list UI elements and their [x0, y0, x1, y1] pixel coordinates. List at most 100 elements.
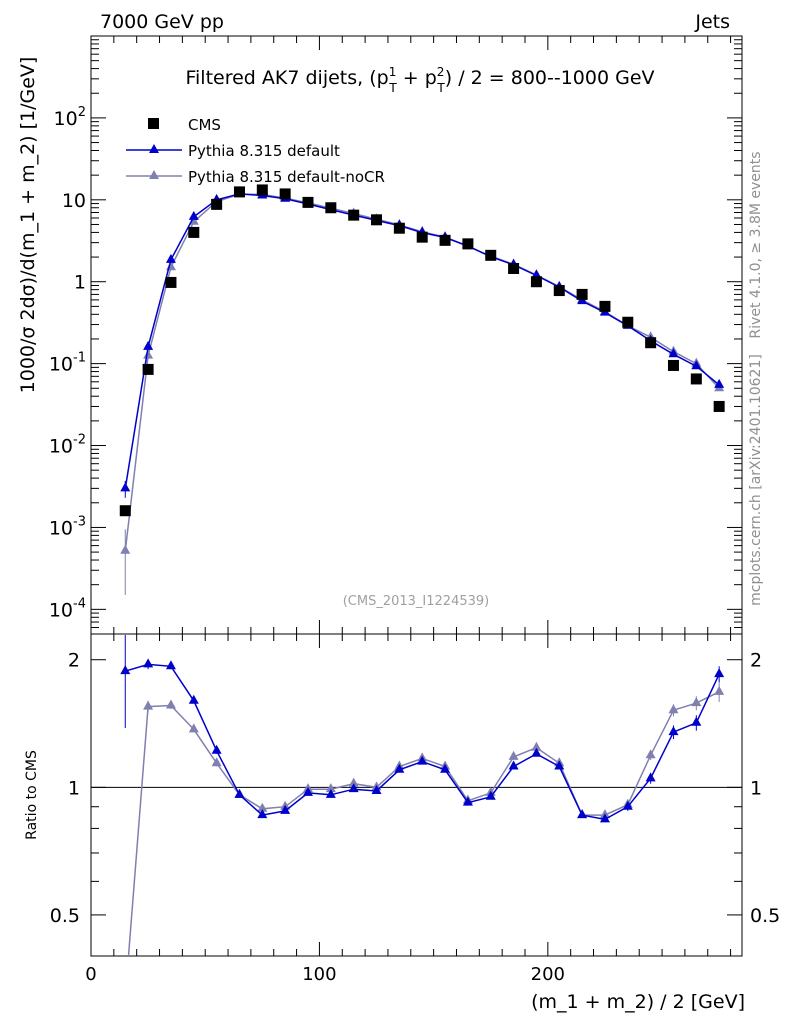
ratio-point [303, 786, 313, 796]
legend-label-cms: CMS [188, 116, 221, 134]
ratio-point [485, 790, 496, 800]
legend-label-default: Pythia 8.315 default [188, 142, 340, 160]
ratio-point [325, 788, 336, 798]
x-tick-label: 200 [531, 964, 565, 985]
y-tick-label: 10 [62, 190, 86, 212]
ratio-tick-label-right: 1 [750, 777, 762, 799]
ratio-point [165, 699, 176, 709]
ratio-point [257, 802, 268, 812]
cms-data-point [165, 276, 177, 288]
cms-data-point [713, 400, 725, 412]
chart-title: Filtered AK7 dijets, (p1 T + p2 T) / 2 = 8… [185, 65, 654, 95]
ratio-point [554, 760, 565, 770]
ratio-point [645, 772, 656, 782]
ratio-point [531, 747, 542, 757]
cms-data-point [371, 214, 383, 226]
ratio-point [325, 783, 336, 793]
cms-data-point [508, 263, 520, 275]
analysis-label: (CMS_2013_I1224539) [343, 594, 490, 609]
y-tick-label: 102 [54, 105, 86, 130]
ratio-point [691, 716, 702, 726]
cms-data-point [233, 186, 245, 198]
cms-data-point [485, 249, 497, 261]
cms-data-point [325, 202, 337, 214]
series-point [165, 253, 176, 263]
cms-data-point [462, 238, 474, 250]
cms-data-point [348, 209, 360, 221]
series-point [143, 340, 154, 350]
ratio-point [188, 723, 199, 733]
ratio-point [622, 800, 633, 810]
x-axis-label: (m_1 + m_2) / 2 [GeV] [531, 991, 745, 1013]
chart-marks: 0 100 200 10-4 10-3 10-2 10-1 1 10 102 0.5 0.5 1 1 2 2 [49, 36, 780, 985]
cms-data-point [690, 373, 702, 385]
ratio-point [188, 694, 199, 704]
ratio-plot-frame [90, 633, 743, 957]
ratio-point [280, 804, 291, 814]
ratio-tick-label: 1 [68, 777, 80, 799]
ratio-point [508, 760, 519, 770]
cms-data-point [211, 198, 223, 210]
cms-data-point [188, 226, 200, 238]
series-point [714, 378, 725, 388]
mcplots-label: mcplots.cern.ch [arXiv:2401.10621] [748, 354, 764, 606]
cms-data-point [119, 505, 131, 517]
ratio-tick-label-right: 0.5 [750, 905, 780, 927]
rivet-label: Rivet 4.1.0, ≥ 3.8M events [748, 151, 764, 338]
ratio-point [371, 785, 382, 795]
cms-data-point [416, 231, 428, 243]
series-point [188, 210, 199, 220]
cms-data-point [439, 234, 451, 246]
legend-marker-cms [148, 118, 159, 129]
legend-label-nocr: Pythia 8.315 default-noCR [188, 168, 385, 186]
ratio-point [599, 813, 610, 823]
ratio-point [165, 660, 176, 670]
ratio-tick-label-right: 2 [750, 650, 762, 672]
ratio-point [691, 697, 702, 707]
cms-data-point [256, 184, 268, 196]
ratio-tick-label: 2 [68, 650, 80, 672]
ratio-point [668, 726, 679, 736]
cms-data-point [599, 300, 611, 312]
y-tick-label: 10-4 [49, 596, 86, 621]
legend-marker-nocr [149, 170, 159, 179]
cms-data-point [393, 222, 405, 234]
cms-data-point [553, 285, 565, 297]
header-left: 7000 GeV pp [100, 11, 224, 33]
y-tick-label: 1 [74, 272, 86, 294]
ratio-point [348, 777, 359, 787]
cms-data-point [302, 196, 314, 208]
ratio-point [234, 788, 245, 798]
ratio-point [143, 658, 154, 668]
x-tick-label: 100 [302, 964, 336, 985]
ratio-y-axis-label: Ratio to CMS [24, 750, 40, 840]
legend: CMS Pythia 8.315 default Pythia 8.315 de… [126, 116, 385, 186]
ratio-point [211, 744, 222, 754]
cms-data-point [622, 316, 634, 328]
series-point [143, 349, 154, 359]
ratio-point [668, 704, 679, 714]
y-tick-label: 10-3 [49, 514, 86, 539]
ratio-point [645, 749, 656, 759]
cms-data-point [667, 359, 679, 371]
series-point [120, 482, 131, 492]
legend-marker-default [149, 144, 159, 153]
y-tick-label: 10-1 [49, 351, 86, 376]
ratio-point [394, 763, 405, 773]
ratio-point [417, 755, 428, 765]
ratio-point [348, 783, 359, 793]
ratio-point [211, 757, 222, 767]
cms-data-point [645, 337, 657, 349]
series-point [120, 544, 131, 554]
ratio-point [440, 763, 451, 773]
cms-data-point [142, 363, 154, 375]
ratio-point [462, 796, 473, 806]
ratio-point [577, 809, 588, 819]
ratio-point [143, 700, 154, 710]
series-point [691, 360, 702, 370]
ratio-point [508, 750, 519, 760]
y-axis-label: 1000/σ 2dσ)/d(m_1 + m_2) [1/GeV] [17, 57, 39, 394]
ratio-tick-label: 0.5 [50, 905, 80, 927]
